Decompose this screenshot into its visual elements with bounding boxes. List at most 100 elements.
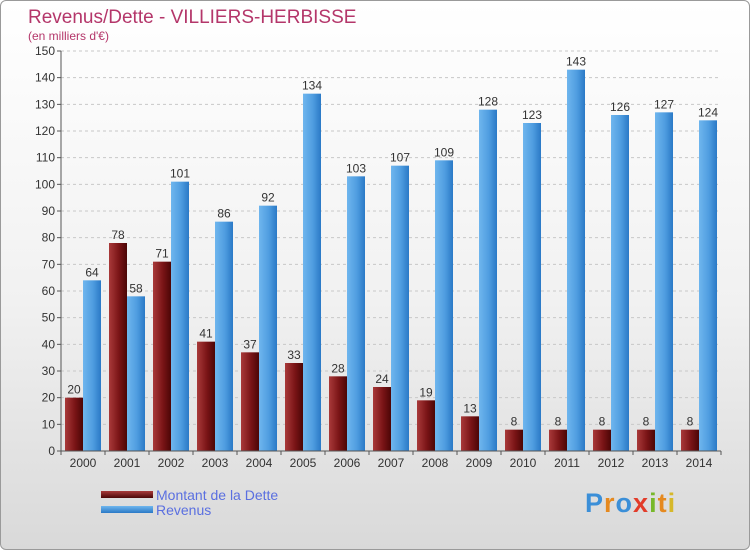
data-label-dette: 71 bbox=[155, 247, 169, 261]
x-tick-label: 2003 bbox=[202, 456, 229, 470]
x-tick-label: 2004 bbox=[246, 456, 273, 470]
data-label-dette: 20 bbox=[67, 383, 81, 397]
y-tick-label: 120 bbox=[35, 124, 55, 138]
legend-item-debt: Montant de la Dette bbox=[101, 487, 401, 503]
bar-revenus bbox=[479, 109, 497, 452]
data-label-dette: 8 bbox=[511, 415, 518, 429]
legend-item-revenus: Revenus bbox=[101, 502, 401, 518]
data-label-revenus: 101 bbox=[170, 167, 190, 181]
data-label-revenus: 109 bbox=[434, 145, 454, 159]
data-label-dette: 13 bbox=[463, 401, 477, 415]
bar-revenus bbox=[611, 115, 629, 451]
y-tick-label: 40 bbox=[42, 337, 56, 351]
data-label-revenus: 127 bbox=[654, 97, 674, 111]
logo-letter: t bbox=[657, 488, 668, 518]
x-tick-label: 2007 bbox=[378, 456, 405, 470]
y-tick-label: 150 bbox=[35, 44, 55, 58]
y-tick-label: 90 bbox=[42, 204, 56, 218]
x-tick-label: 2006 bbox=[334, 456, 361, 470]
y-tick-label: 140 bbox=[35, 71, 55, 85]
x-tick-label: 2005 bbox=[290, 456, 317, 470]
data-label-revenus: 107 bbox=[390, 151, 410, 165]
data-label-dette: 8 bbox=[643, 415, 650, 429]
chart-subtitle: (en milliers d'€) bbox=[28, 29, 109, 43]
data-label-revenus: 123 bbox=[522, 108, 542, 122]
y-tick-label: 20 bbox=[42, 391, 56, 405]
data-label-revenus: 58 bbox=[129, 281, 143, 295]
axis-layer: 0 10 20 30 40 50 60 70 80 90 100 110 120 130 140 150 200… bbox=[35, 44, 722, 470]
x-tick-label: 2001 bbox=[114, 456, 141, 470]
data-label-dette: 28 bbox=[331, 361, 345, 375]
data-label-revenus: 126 bbox=[610, 100, 630, 114]
data-label-revenus: 92 bbox=[261, 191, 275, 205]
logo-letter: i bbox=[649, 488, 658, 518]
chart-title: Revenus/Dette - VILLIERS-HERBISSE bbox=[28, 7, 357, 28]
y-tick-label: 130 bbox=[35, 97, 55, 111]
bar-dette bbox=[417, 400, 435, 451]
bar-dette bbox=[329, 376, 347, 451]
bar-dette bbox=[681, 429, 699, 451]
bar-revenus bbox=[171, 181, 189, 451]
bar-revenus bbox=[259, 205, 277, 451]
bar-revenus bbox=[567, 69, 585, 452]
bar-dette bbox=[285, 363, 303, 451]
data-label-dette: 41 bbox=[199, 327, 213, 341]
x-tick-label: 2013 bbox=[642, 456, 669, 470]
x-tick-label: 2008 bbox=[422, 456, 449, 470]
data-label-dette: 19 bbox=[419, 385, 433, 399]
label-layer: 20 64 78 58 71 101 41 86 37 92 33 134 28 103 24 107 19 10… bbox=[67, 55, 718, 429]
bar-revenus bbox=[215, 221, 233, 451]
data-label-revenus: 86 bbox=[217, 207, 231, 221]
x-tick-label: 2009 bbox=[466, 456, 493, 470]
bar-dette bbox=[373, 387, 391, 451]
bar-revenus bbox=[655, 112, 673, 451]
data-label-revenus: 124 bbox=[698, 105, 718, 119]
bar-layer bbox=[65, 69, 717, 452]
data-label-dette: 8 bbox=[599, 415, 606, 429]
bar-dette bbox=[109, 243, 127, 451]
bar-revenus bbox=[83, 280, 101, 451]
bar-dette bbox=[65, 397, 83, 451]
data-label-revenus: 128 bbox=[478, 95, 498, 109]
logo-letter: o bbox=[615, 488, 634, 518]
y-tick-label: 100 bbox=[35, 177, 55, 191]
legend-swatch-debt bbox=[101, 491, 153, 498]
y-tick-label: 30 bbox=[42, 364, 56, 378]
data-label-revenus: 64 bbox=[85, 265, 99, 279]
bar-dette bbox=[505, 429, 523, 451]
logo-letter: i bbox=[667, 488, 677, 518]
data-label-revenus: 143 bbox=[566, 55, 586, 69]
y-tick-label: 70 bbox=[42, 257, 56, 271]
x-tick-label: 2002 bbox=[158, 456, 185, 470]
bar-revenus bbox=[127, 296, 145, 451]
bar-revenus bbox=[347, 176, 365, 452]
data-label-dette: 37 bbox=[243, 337, 257, 351]
data-label-dette: 33 bbox=[287, 348, 301, 362]
bar-dette bbox=[197, 341, 215, 451]
bar-dette bbox=[153, 261, 171, 451]
bar-revenus bbox=[699, 120, 717, 451]
bar-revenus bbox=[391, 165, 409, 451]
bar-revenus bbox=[523, 123, 541, 451]
data-label-dette: 8 bbox=[687, 415, 694, 429]
y-tick-label: 60 bbox=[42, 284, 56, 298]
logo-letter: r bbox=[604, 488, 616, 518]
y-tick-label: 110 bbox=[36, 151, 55, 165]
x-tick-label: 2012 bbox=[598, 456, 625, 470]
bar-dette bbox=[593, 429, 611, 451]
data-label-dette: 24 bbox=[375, 372, 389, 386]
x-tick-label: 2010 bbox=[510, 456, 537, 470]
bar-revenus bbox=[435, 160, 453, 452]
x-tick-label: 2011 bbox=[554, 456, 580, 470]
legend-swatch-revenus bbox=[101, 506, 153, 513]
y-tick-label: 50 bbox=[42, 311, 56, 325]
data-label-dette: 78 bbox=[111, 228, 125, 242]
y-tick-label: 0 bbox=[48, 444, 55, 458]
x-tick-label: 2014 bbox=[686, 456, 713, 470]
bar-revenus bbox=[303, 93, 321, 452]
y-tick-label: 80 bbox=[42, 231, 56, 245]
proxiti-logo: Proxiti bbox=[585, 488, 676, 519]
data-label-revenus: 134 bbox=[302, 79, 322, 93]
